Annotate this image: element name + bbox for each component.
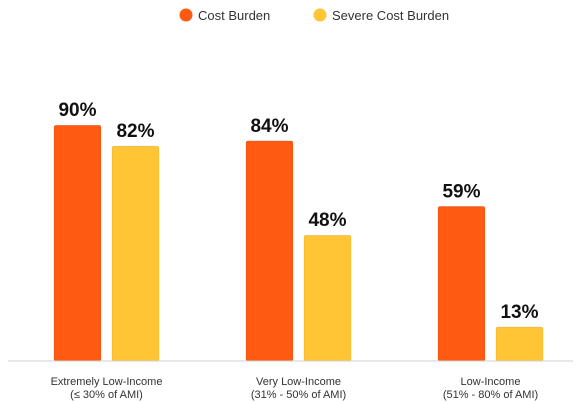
bar-1-0 (245, 140, 294, 362)
category-label-2: Low-Income (51% - 80% of AMI) (443, 376, 538, 401)
legend: Cost Burden Severe Cost Burden (179, 8, 449, 23)
bar-1-1 (303, 234, 352, 362)
category-label-0: Extremely Low-Income (≤ 30% of AMI) (51, 376, 163, 401)
legend-swatch-0 (179, 8, 193, 22)
value-label-2-0: 59% (442, 181, 480, 202)
category-label-line: (≤ 30% of AMI) (70, 389, 143, 401)
legend-swatch-1 (313, 8, 327, 22)
bar-0-1 (111, 145, 160, 362)
bars (53, 124, 544, 362)
category-label-line: Low-Income (461, 376, 521, 388)
category-labels: Extremely Low-Income (≤ 30% of AMI) Very L… (51, 376, 539, 401)
category-label-line: Extremely Low-Income (51, 376, 163, 388)
bar-2-1 (495, 326, 544, 362)
category-label-line: (31% - 50% of AMI) (251, 389, 346, 401)
bar-0-0 (53, 124, 102, 362)
legend-label-0: Cost Burden (198, 8, 270, 23)
value-label-0-0: 90% (58, 100, 96, 121)
legend-label-1: Severe Cost Burden (332, 8, 449, 23)
category-label-1: Very Low-Income (31% - 50% of AMI) (251, 376, 346, 401)
bar-2-0 (437, 206, 486, 362)
value-label-2-1: 13% (500, 302, 538, 323)
value-label-1-0: 84% (250, 116, 288, 137)
value-labels: 90% 82% 84% 48% 59% 13% (58, 100, 538, 323)
value-label-0-1: 82% (116, 121, 154, 142)
category-label-line: Very Low-Income (256, 376, 341, 388)
category-label-line: (51% - 80% of AMI) (443, 389, 538, 401)
value-label-1-1: 48% (308, 210, 346, 231)
